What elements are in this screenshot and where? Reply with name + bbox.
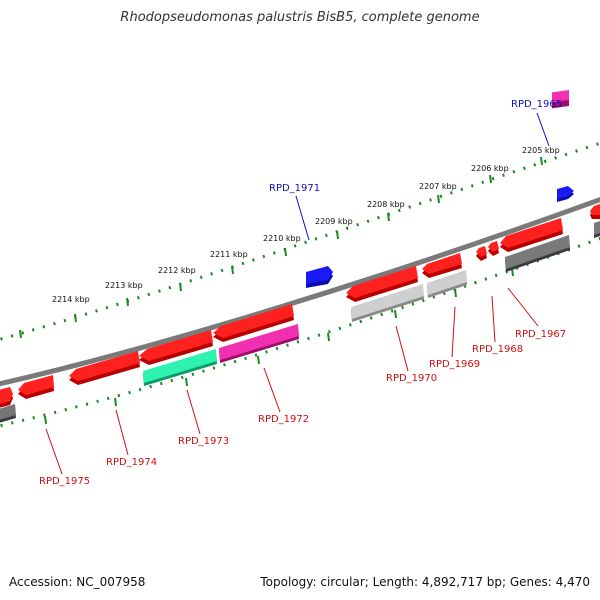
forward-genes [306,90,574,288]
gene-label-rpd-1971: RPD_1971 [269,183,320,194]
scale-label-2210: 2210 kbp [263,234,301,243]
outer-tick-ring [0,141,600,341]
gene-label-rpd-1973: RPD_1973 [178,436,229,447]
scale-label-2213: 2213 kbp [105,281,143,290]
genome-summary-text: Topology: circular; Length: 4,892,717 bp… [260,575,590,589]
outer-major-ticks [19,156,543,339]
scale-label-2211: 2211 kbp [210,250,248,259]
scale-label-2207: 2207 kbp [419,182,457,191]
scale-label-2205: 2205 kbp [522,146,560,155]
leader-lines [45,112,550,475]
genome-backbone [0,196,600,387]
gene-label-rpd-1969: RPD_1969 [429,359,480,370]
gene-label-rpd-1974: RPD_1974 [106,457,157,468]
inner-major-ticks [44,267,514,425]
scale-label-2208: 2208 kbp [367,200,405,209]
map-title: Rhodopseudomonas palustris BisB5, comple… [120,10,480,25]
scale-label-2206: 2206 kbp [471,164,509,173]
gene-label-rpd-1967: RPD_1967 [515,329,566,340]
scale-label-2214: 2214 kbp [52,295,90,304]
lower-gene-row [0,221,600,423]
gene-label-rpd-1975: RPD_1975 [39,476,90,487]
gene-label-rpd-1968: RPD_1968 [472,344,523,355]
scale-label-2212: 2212 kbp [158,266,196,275]
gene-label-rpd-1965: RPD_1965 [511,99,562,110]
accession-text: Accession: NC_007958 [9,575,146,589]
red-gene-row [0,204,600,408]
gene-label-rpd-1972: RPD_1972 [258,414,309,425]
inner-tick-ring [0,237,600,428]
scale-label-2209: 2209 kbp [315,217,353,226]
gene-label-rpd-1970: RPD_1970 [386,373,437,384]
